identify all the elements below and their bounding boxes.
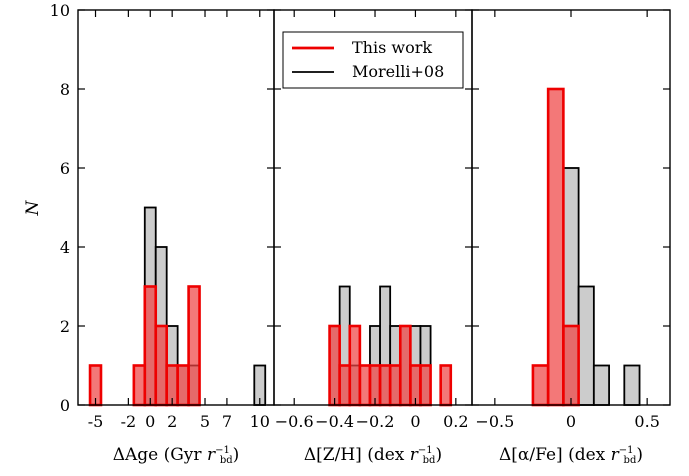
legend-label: This work (352, 38, 432, 57)
x-tick-label: -2 (121, 412, 137, 431)
x-tick-label: 10 (250, 412, 270, 431)
x-tick-label: −0.6 (275, 412, 314, 431)
histogram-bar (328, 324, 341, 407)
histogram-bar (577, 285, 595, 406)
series-this-work (328, 324, 453, 407)
x-tick-label: 0 (566, 412, 576, 431)
histogram-bar (419, 364, 432, 407)
x-tick-label: −0.2 (356, 412, 395, 431)
y-tick-label: 6 (60, 159, 70, 178)
histogram-bar (143, 285, 158, 407)
x-axis-label: ΔAge (Gyr r−1 bd) (113, 445, 240, 466)
x-tick-label: 0.5 (634, 412, 659, 431)
legend: This work Morelli+08 (282, 31, 464, 89)
histogram-bar (439, 364, 453, 407)
x-tick-label: 2 (167, 412, 177, 431)
histogram-bar (592, 364, 610, 406)
histogram-bar (531, 364, 550, 407)
histogram-bar (176, 364, 190, 407)
histogram-bar (546, 87, 565, 407)
histogram-bar (187, 285, 201, 407)
histogram-bar (154, 324, 168, 407)
legend-label: Morelli+08 (352, 62, 444, 81)
histogram-bar (132, 364, 147, 407)
x-tick-label: 7 (222, 412, 232, 431)
x-tick-label: −0.4 (315, 412, 354, 431)
histogram-bar (348, 324, 362, 407)
x-tick-label: 0 (145, 412, 155, 431)
histogram-bar (378, 364, 392, 407)
histogram-bar (338, 364, 352, 407)
series-this-work (88, 285, 201, 407)
y-tick-label: 8 (60, 80, 70, 99)
x-tick-label: 5 (200, 412, 210, 431)
x-axis-label: Δ[α/Fe] (dex r−1 bd) (499, 445, 643, 466)
y-tick-label: 4 (60, 238, 70, 257)
y-tick-label: 0 (60, 396, 70, 415)
legend-box (282, 31, 464, 89)
panel-alpha: −0.5 0 0.5 Δ[α/Fe] (dex r−1 bd) (471, 9, 671, 466)
y-tick-label: 10 (50, 1, 70, 20)
x-tick-label: −0.5 (475, 412, 514, 431)
y-axis-label: N (23, 199, 43, 216)
x-tick-label: -5 (88, 412, 104, 431)
x-axis-label: Δ[Z/H] (dex r−1 bd) (304, 445, 442, 466)
y-tick-label: 2 (60, 317, 70, 336)
histogram-bar (623, 364, 641, 406)
histogram-bar (358, 364, 372, 407)
histogram-bar (562, 324, 580, 407)
histogram-bar (398, 324, 412, 407)
panel-age: -5 -2 0 2 5 7 10 ΔAge (Gyr r−1 bd) (77, 9, 275, 466)
histogram-bar (388, 364, 402, 407)
x-tick-label: 0.2 (443, 412, 468, 431)
x-tick-label: 0 (410, 412, 420, 431)
